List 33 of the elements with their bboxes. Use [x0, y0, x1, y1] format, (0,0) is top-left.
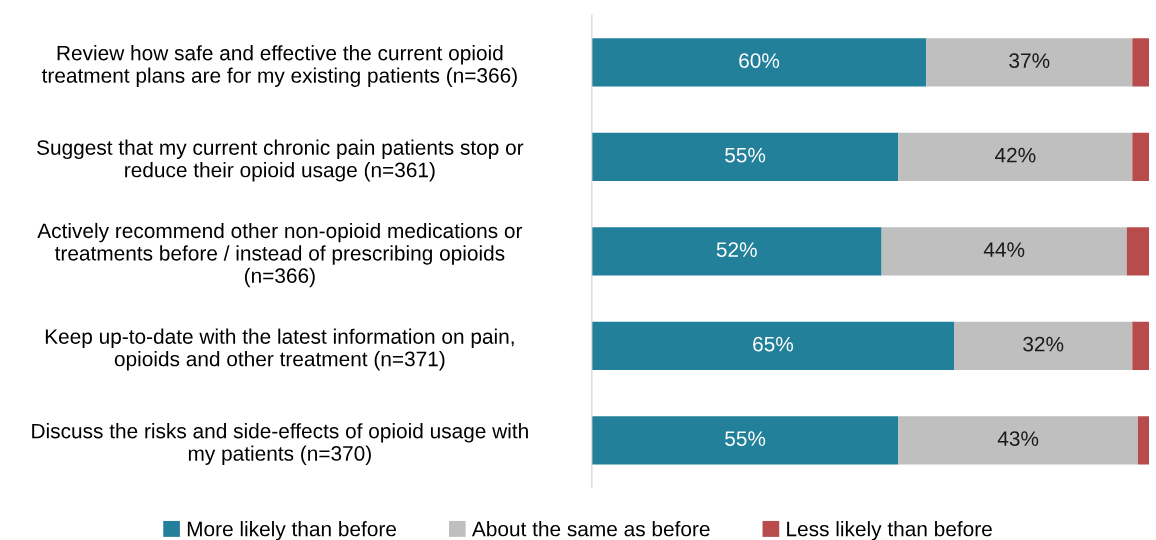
data-label: 43% — [997, 431, 1039, 446]
y-tick-label: Actively recommend other non-opioid medications or treatments before / instead of prescribing opioids (n=366) — [37, 222, 523, 288]
data-label: 55% — [725, 431, 766, 446]
legend-label: Less likely than before — [787, 521, 992, 540]
data-label: 65% — [753, 336, 794, 352]
y-tick-label: Keep up-to-date with the latest information on pain, opioids and other treatment (n=371) — [45, 328, 514, 371]
bar — [898, 132, 1133, 181]
y-tick-label: Discuss the risks and side-effects of opioid usage with my patients (n=370) — [32, 423, 528, 465]
bar — [1126, 227, 1150, 276]
bar — [881, 227, 1127, 276]
bar — [1132, 38, 1150, 87]
bar — [1132, 132, 1150, 181]
data-label: 55% — [725, 147, 766, 163]
data-label: 42% — [994, 147, 1036, 163]
data-label: 44% — [983, 242, 1025, 257]
bar — [591, 132, 899, 181]
y-tick-label: Suggest that my current chronic pain patients stop or reduce their opioid usage (n=361) — [37, 139, 524, 182]
data-label: 37% — [1009, 53, 1050, 68]
bar — [1132, 321, 1150, 370]
bar — [591, 38, 927, 87]
bar — [926, 38, 1133, 87]
bar — [1137, 416, 1150, 465]
bar — [591, 416, 899, 465]
data-label: 60% — [739, 53, 780, 68]
bar — [591, 227, 882, 276]
legend-label: More likely than before — [187, 521, 396, 540]
bar — [591, 321, 955, 370]
y-tick-label: Review how safe and effective the current opioid treatment plans are for my existing patients (n=366) — [41, 45, 517, 87]
data-label: 32% — [1023, 336, 1064, 352]
legend-label: About the same as before — [471, 521, 710, 537]
bar — [898, 416, 1138, 465]
data-label: 52% — [716, 242, 757, 257]
bar — [954, 321, 1133, 370]
